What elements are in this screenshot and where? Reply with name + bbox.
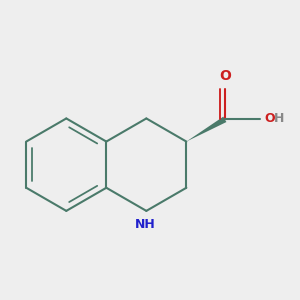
Polygon shape <box>186 117 226 142</box>
Text: O: O <box>219 69 231 83</box>
Text: H: H <box>274 112 284 125</box>
Text: O: O <box>264 112 275 125</box>
Text: NH: NH <box>135 218 156 230</box>
